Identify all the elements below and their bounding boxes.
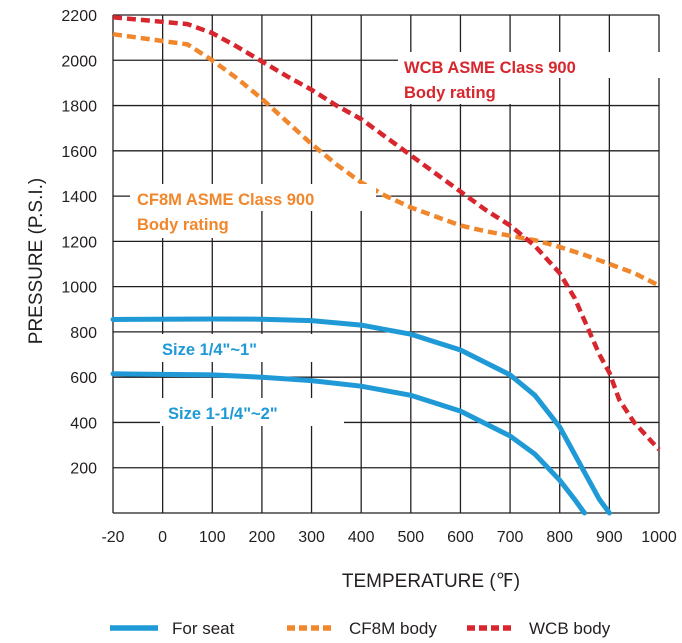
x-tick-label: 0: [158, 529, 167, 546]
y-tick-label: 1600: [61, 144, 97, 161]
series-lines: [110, 15, 661, 516]
cf8m-annotation-box-line1: [130, 184, 376, 211]
size-small-label: Size 1/4"~1": [162, 341, 257, 359]
tick-labels: -20 0 100 200 300 400 500 600 700 800 900 1000 200 40…: [61, 8, 676, 546]
size-small-box: [152, 334, 314, 362]
series-line-2: [110, 371, 587, 516]
y-tick-label: 2000: [61, 53, 97, 70]
series-line-4: [112, 15, 661, 452]
x-axis-title: TEMPERATURE (℉): [342, 571, 520, 592]
legend-label-1: For seat: [172, 619, 235, 638]
size-large-label: Size 1-1/4"~2": [168, 405, 278, 423]
legend: For seat CF8M body WCB body: [110, 619, 611, 638]
y-tick-label: 600: [70, 370, 97, 387]
legend-label-2: CF8M body: [349, 619, 437, 638]
x-tick-label: 600: [447, 529, 474, 546]
wcb-annotation-line1: WCB ASME Class 900: [404, 59, 576, 77]
x-tick-label: 200: [249, 529, 276, 546]
y-tick-label: 2200: [61, 8, 97, 25]
cf8m-annotation-line2: Body rating: [137, 216, 229, 234]
x-tick-label: 300: [298, 529, 325, 546]
x-tick-label: 500: [397, 529, 424, 546]
y-tick-label: 1200: [61, 234, 97, 251]
y-tick-label: 400: [70, 415, 97, 432]
y-tick-label: 1400: [61, 189, 97, 206]
x-tick-label: -20: [101, 529, 124, 546]
x-tick-label: 800: [546, 529, 573, 546]
y-axis-title: PRESSURE (P.S.I.): [26, 178, 47, 344]
wcb-annotation-line2: Body rating: [404, 84, 496, 102]
legend-label-3: WCB body: [529, 619, 611, 638]
size-large-box: [160, 398, 344, 426]
series-line-1: [110, 316, 612, 516]
y-tick-label: 200: [70, 461, 97, 478]
series-line-3: [112, 31, 661, 288]
x-tick-label: 900: [596, 529, 623, 546]
y-tick-label: 1800: [61, 99, 97, 116]
x-tick-label: 700: [497, 529, 524, 546]
x-tick-label: 1000: [641, 529, 677, 546]
grid: [112, 14, 660, 514]
y-tick-label: 1000: [61, 280, 97, 297]
cf8m-annotation-line1: CF8M ASME Class 900: [137, 191, 314, 209]
y-tick-label: 800: [70, 325, 97, 342]
x-tick-label: 100: [199, 529, 226, 546]
wcb-annotation-box-line1: [398, 52, 660, 78]
x-tick-label: 400: [348, 529, 375, 546]
